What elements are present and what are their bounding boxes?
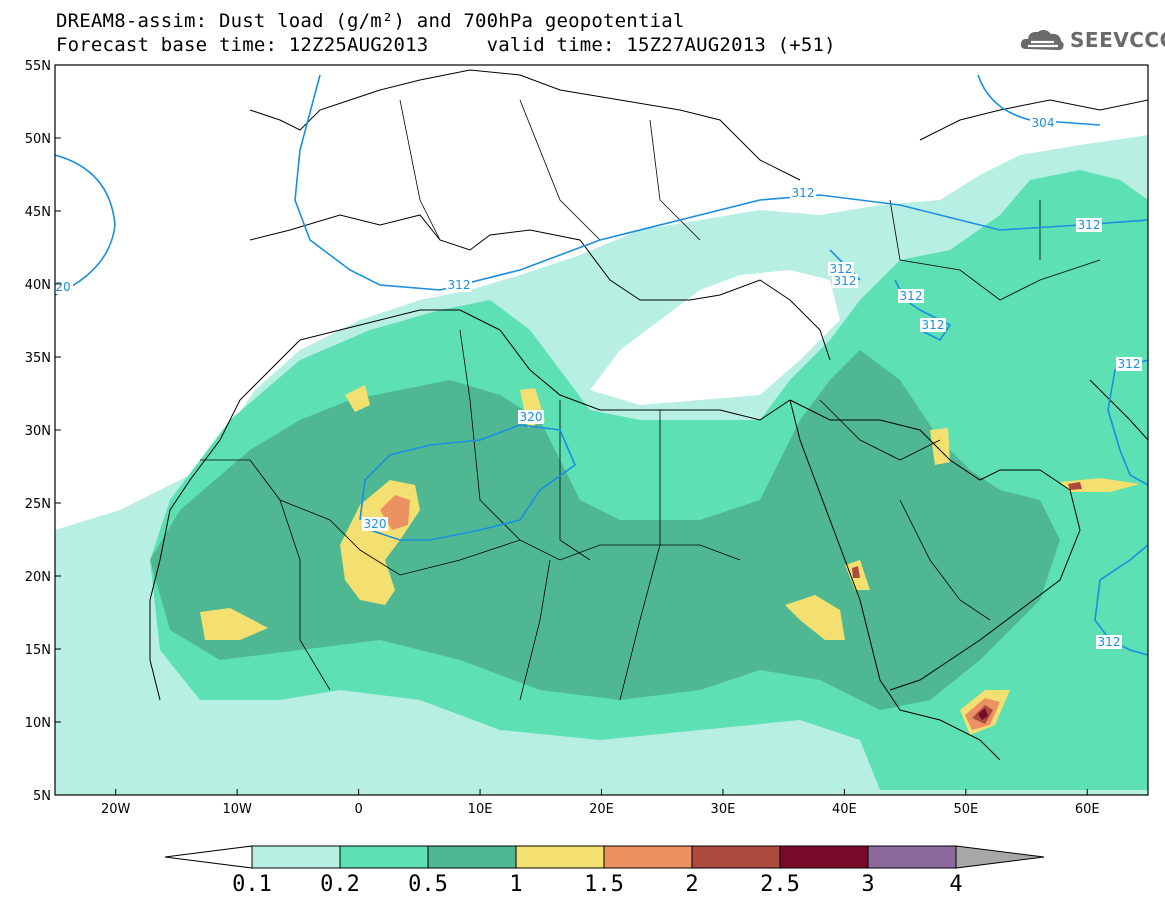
lat-tick-label: 40N <box>25 278 51 293</box>
lon-tick-label: 20E <box>589 802 614 817</box>
dust-band-2 <box>852 566 860 578</box>
lat-tick-label: 45N <box>25 205 51 220</box>
contour-labels: 320 312 312 304 312 312 312 312 312 312 … <box>55 116 1142 649</box>
lat-tick-label: 20N <box>25 570 51 585</box>
contour-label: 312 <box>792 186 815 200</box>
colorbar-segment <box>515 845 605 869</box>
lon-tick-label: 40E <box>832 802 857 817</box>
lat-tick-label: 25N <box>25 497 51 512</box>
lat-tick-label: 55N <box>25 59 51 74</box>
map-subtitle: Forecast base time: 12Z25AUG2013 valid t… <box>56 34 836 56</box>
contour-label: 320 <box>364 517 387 531</box>
lon-tick-label: 0 <box>354 802 362 817</box>
lon-tick-label: 20W <box>101 802 131 817</box>
colorbar-label: 1.5 <box>584 872 624 897</box>
contour-label: 312 <box>834 274 857 288</box>
colorbar <box>164 845 1045 869</box>
colorbar-label: 0.1 <box>232 872 272 897</box>
map-title: DREAM8-assim: Dust load (g/m²) and 700hP… <box>56 10 685 32</box>
colorbar-segment <box>779 845 869 869</box>
lon-tick-label: 10E <box>468 802 493 817</box>
colorbar-label: 1 <box>509 872 523 897</box>
lon-tick-label: 30E <box>711 802 736 817</box>
contour-label: 312 <box>922 318 945 332</box>
colorbar-high-extend <box>955 845 1045 869</box>
dust-band-1 <box>785 595 845 640</box>
longitude-axis: 20W 10W 0 10E 20E 30E 40E 50E 60E <box>101 789 1100 817</box>
logo-text: SEEVCCC <box>1070 28 1165 52</box>
contour-label: 312 <box>1118 357 1141 371</box>
colorbar-label: 0.2 <box>320 872 360 897</box>
colorbar-segment <box>427 845 517 869</box>
contour-label: 312 <box>1078 218 1101 232</box>
contour-label: 20 <box>55 280 70 294</box>
valid-time: valid time: 15Z27AUG2013 (+51) <box>486 34 836 56</box>
seevccc-logo: SEEVCCC <box>1018 22 1165 58</box>
lat-tick-label: 15N <box>25 643 51 658</box>
contour-label: 312 <box>448 278 471 292</box>
contour-label: 312 <box>830 262 853 276</box>
colorbar-low-extend <box>164 845 253 869</box>
dust-band-1 <box>930 428 950 465</box>
colorbar-label: 3 <box>861 872 875 897</box>
colorbar-segment <box>867 845 957 869</box>
contour-label: 312 <box>1098 635 1121 649</box>
colorbar-label: 2.5 <box>760 872 800 897</box>
lat-tick-label: 5N <box>33 789 51 804</box>
coastlines <box>149 69 1148 761</box>
dust-band-1 <box>345 385 370 412</box>
country-borders <box>200 99 1101 701</box>
colorbar-segment <box>339 845 429 869</box>
colorbar-segment <box>691 845 781 869</box>
contour-label: 304 <box>1032 116 1055 130</box>
colorbar-label: 0.5 <box>408 872 448 897</box>
lon-tick-label: 10W <box>222 802 252 817</box>
colorbar-label: 2 <box>685 872 699 897</box>
lat-tick-label: 50N <box>25 132 51 147</box>
latitude-axis: 55N 50N 45N 40N 35N 30N 25N 20N 15N 10N 5N <box>25 59 61 804</box>
lat-tick-label: 35N <box>25 351 51 366</box>
contour-label: 312 <box>900 289 923 303</box>
dust-band-2.5 <box>978 708 988 720</box>
lon-tick-label: 60E <box>1075 802 1100 817</box>
dust-band-1 <box>200 608 268 640</box>
dust-field: 320 312 312 304 312 312 312 312 312 312 … <box>55 65 1148 795</box>
contour-label: 320 <box>520 410 543 424</box>
colorbar-segment <box>603 845 693 869</box>
lat-tick-label: 30N <box>25 424 51 439</box>
lon-tick-label: 50E <box>953 802 978 817</box>
dust-band-2 <box>1068 482 1082 490</box>
lat-tick-label: 10N <box>25 716 51 731</box>
colorbar-segment <box>251 845 341 869</box>
colorbar-label: 4 <box>949 872 963 897</box>
forecast-base-time: Forecast base time: 12Z25AUG2013 <box>56 34 429 56</box>
mediterranean-clear <box>590 270 840 405</box>
cloud-icon <box>1020 29 1064 50</box>
